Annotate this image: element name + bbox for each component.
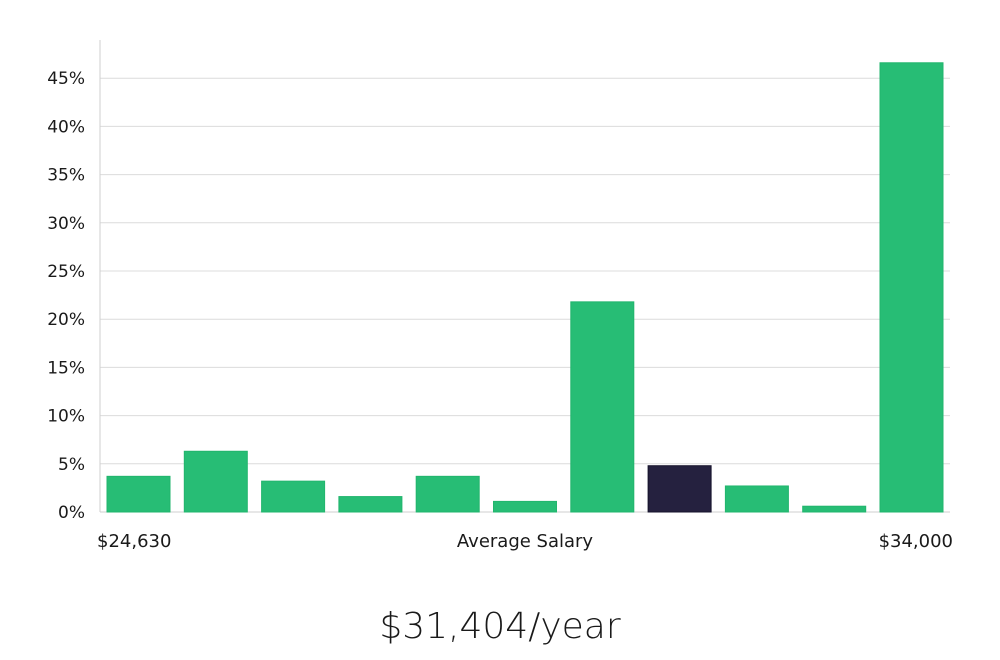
bar [261,480,326,513]
y-tick-label: 25% [47,262,85,282]
bar [570,301,635,513]
highlighted-bar [647,465,712,513]
y-tick-label: 35% [47,166,85,186]
y-tick-label: 0% [58,503,85,523]
y-tick-label: 45% [47,69,85,89]
y-tick-label: 30% [47,214,85,234]
y-tick-label: 20% [47,310,85,330]
bar [106,475,171,513]
x-min-label: $24,630 [97,531,171,552]
y-tick-label: 10% [47,407,85,427]
average-salary-value: $31,404/year [379,606,621,647]
bar [802,505,867,513]
y-tick-label: 40% [47,117,85,137]
bar [183,450,248,513]
bar [415,475,480,513]
y-tick-label: 15% [47,358,85,378]
x-axis-title: Average Salary [457,531,594,552]
bar [338,496,403,513]
y-tick-label: 5% [58,455,85,475]
bar [493,500,557,513]
bar [879,62,944,513]
x-max-label: $34,000 [879,531,953,552]
salary-histogram: 0% 5% 10% 15% 20% 25% 30% 35% 40% 45% $24,630 Avera… [47,40,953,552]
bar [724,485,789,513]
